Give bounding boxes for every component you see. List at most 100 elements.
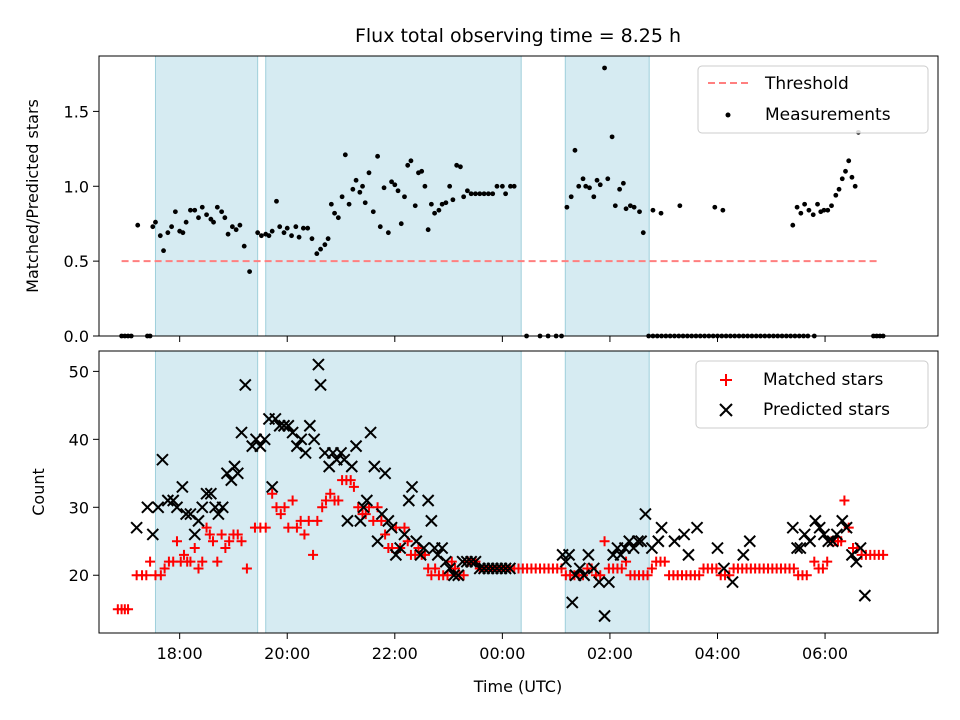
bot-x-point-138 [850, 555, 863, 568]
top-dot-point-29 [233, 227, 239, 233]
bot-x-point-119 [711, 541, 724, 555]
top-dot-point-26 [222, 215, 228, 221]
top-dot-point-70 [392, 182, 398, 188]
top-dot-point-61 [360, 183, 365, 189]
top-dot-point-71 [395, 188, 401, 194]
bot-x-point-136 [840, 521, 853, 534]
x-tick-label-2: 22:00 [372, 644, 418, 663]
legend-matched-label: Matched stars [763, 370, 883, 390]
chart-title: Flux total observing time = 8.25 h [355, 25, 681, 47]
top-dot-point-123 [620, 180, 626, 186]
bot-x-point-50 [345, 460, 358, 473]
top-dot-point-68 [385, 230, 391, 236]
top-dot-point-28 [229, 224, 235, 230]
top-dot-point-80 [425, 227, 431, 233]
bot-x-point-111 [639, 507, 652, 521]
bot-x-point-64 [398, 528, 411, 541]
bot-plus-point-35 [267, 488, 278, 499]
top-dot-point-34 [259, 233, 264, 239]
bot-x-point-59 [378, 467, 392, 480]
top-dot-point-60 [357, 189, 363, 195]
bot-plus-point-62 [376, 515, 387, 526]
bot-x-point-118 [690, 521, 704, 534]
bot-x-point-90 [503, 562, 517, 575]
bot-x-point-135 [836, 514, 849, 528]
top-dot-point-122 [617, 186, 623, 192]
bot-x-point-99 [587, 562, 601, 575]
observing-interval-top-2 [564, 55, 650, 337]
bot-y-tick-label-2: 40 [69, 430, 89, 449]
top-dot-point-188 [833, 192, 839, 198]
bot-plus-point-117 [599, 536, 610, 547]
top-dot-point-92 [468, 191, 474, 197]
top-dot-point-8 [153, 219, 158, 225]
bottom-legend: Matched stars Predicted stars [695, 360, 929, 429]
bot-x-point-36 [290, 439, 304, 453]
x-axis-label: Time (UTC) [473, 677, 562, 696]
top-dot-point-13 [172, 209, 178, 215]
bot-plus-point-10 [159, 563, 170, 574]
top-dot-point-7 [150, 224, 156, 230]
bot-plus-point-167 [817, 563, 828, 574]
top-dot-point-179 [798, 210, 804, 216]
top-dot-point-192 [846, 158, 852, 164]
bot-x-point-116 [677, 528, 691, 541]
top-dot-point-47 [309, 236, 315, 242]
top-dot-point-119 [605, 176, 611, 182]
top-dot-point-176 [720, 207, 726, 213]
top-dot-point-108 [564, 204, 570, 210]
top-dot-point-79 [422, 183, 428, 189]
bot-x-point-117 [682, 548, 695, 562]
bot-x-point-120 [717, 562, 731, 575]
top-dot-point-63 [366, 170, 372, 176]
top-dot-point-84 [439, 201, 445, 207]
bot-plus-point-27 [224, 536, 235, 547]
top-dot-point-113 [583, 183, 589, 189]
top-dot-point-85 [443, 200, 449, 206]
legend-predicted-swatch [719, 403, 733, 417]
top-dot-point-189 [836, 186, 842, 192]
bot-plus-point-45 [308, 549, 319, 560]
top-dot-point-31 [241, 243, 247, 249]
bot-x-point-109 [631, 535, 645, 548]
top-dot-point-174 [677, 203, 683, 209]
bot-plus-point-38 [279, 502, 290, 513]
x-tick-label-0: 18:00 [157, 644, 203, 663]
bot-x-point-41 [312, 358, 325, 371]
top-dot-point-121 [612, 203, 618, 209]
top-dot-point-65 [375, 153, 380, 159]
bot-plus-point-127 [642, 570, 653, 581]
bot-plus-point-31 [241, 563, 252, 574]
top-dot-point-175 [712, 204, 718, 210]
bot-x-point-54 [360, 494, 374, 507]
top-dot-point-12 [169, 224, 175, 230]
bot-plus-point-30 [236, 536, 247, 547]
top-dot-point-66 [377, 224, 383, 230]
bot-x-point-130 [813, 521, 826, 534]
top-dot-point-39 [277, 224, 283, 230]
bot-x-point-34 [282, 419, 295, 432]
bot-plus-point-43 [299, 529, 310, 540]
observing-interval-bot-2 [564, 350, 650, 634]
top-dot-point-6 [135, 222, 141, 228]
bot-plus-point-56 [353, 502, 364, 513]
top-dot-point-42 [289, 233, 294, 239]
top-dot-point-88 [454, 162, 460, 168]
top-dot-point-33 [255, 230, 261, 236]
top-dot-point-173 [658, 210, 664, 216]
bot-x-point-77 [447, 569, 461, 582]
bot-x-point-131 [817, 528, 831, 541]
bot-x-point-55 [364, 426, 377, 439]
bot-x-point-18 [216, 501, 229, 514]
bot-plus-point-21 [201, 522, 212, 533]
bot-x-point-113 [652, 535, 665, 548]
bot-plus-point-128 [646, 563, 657, 574]
bot-plus-point-161 [788, 563, 799, 574]
bot-plus-point-68 [399, 522, 410, 533]
top-dot-point-185 [821, 207, 827, 213]
bot-x-point-9 [179, 507, 193, 521]
top-dot-point-81 [428, 201, 434, 207]
bot-x-point-65 [402, 494, 415, 507]
bot-plus-point-25 [216, 529, 227, 540]
